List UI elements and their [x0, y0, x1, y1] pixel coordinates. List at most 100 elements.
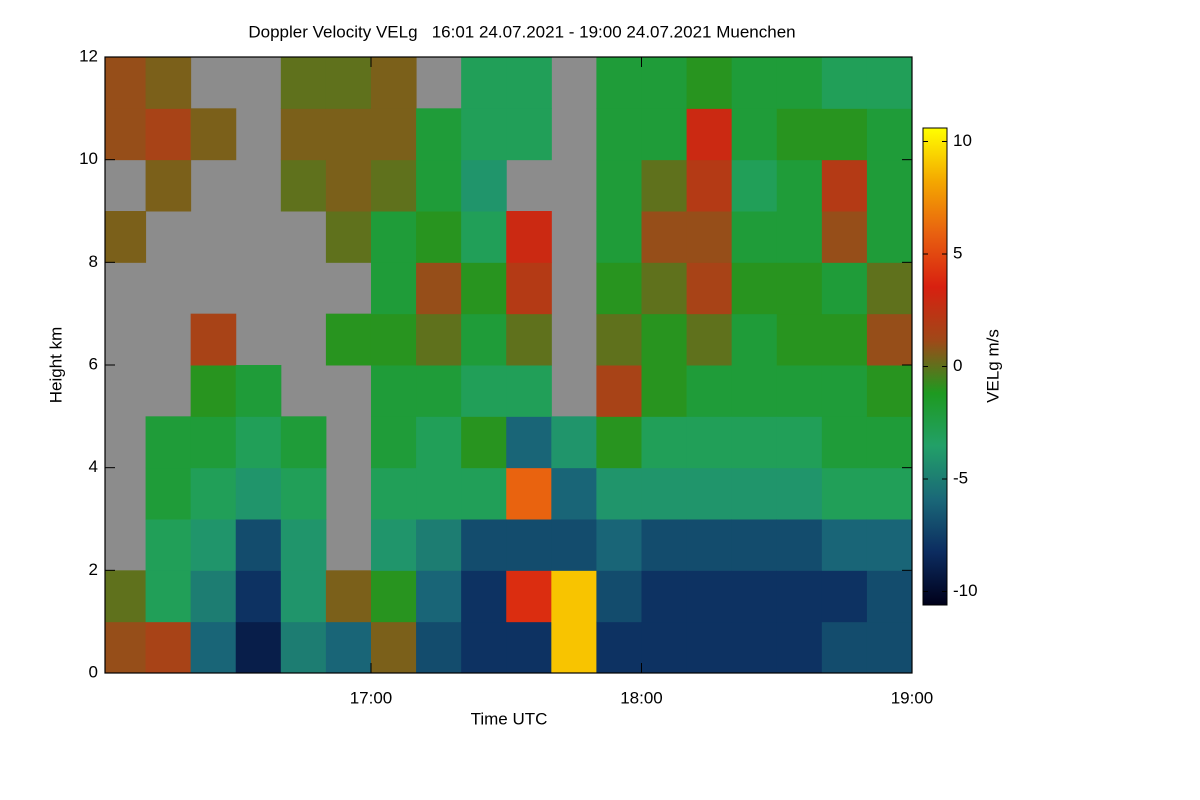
heatmap-cell [686, 57, 733, 109]
heatmap-cell [821, 211, 868, 263]
heatmap-cell [866, 159, 913, 212]
y-tick-label: 4 [89, 457, 98, 476]
heatmap-cell [821, 108, 868, 161]
heatmap-cell [821, 159, 868, 212]
heatmap-cell [370, 211, 417, 263]
heatmap-cell [416, 416, 462, 469]
heatmap-cell [596, 211, 642, 263]
y-tick-label: 8 [89, 252, 98, 271]
heatmap-cell [551, 570, 597, 623]
heatmap-cell [416, 519, 462, 571]
heatmap-cell [686, 108, 733, 161]
heatmap-cell [506, 211, 552, 263]
heatmap-cell [641, 467, 688, 520]
heatmap-cell [866, 416, 913, 469]
heatmap-cell [821, 313, 868, 366]
heatmap-cell [506, 519, 552, 571]
chart-title: Doppler Velocity VELg 16:01 24.07.2021 -… [248, 22, 795, 41]
heatmap-cell [821, 416, 868, 469]
x-axis-label: Time UTC [471, 709, 548, 728]
heatmap-cell [731, 108, 778, 161]
heatmap-cell [370, 365, 417, 417]
heatmap-cell [235, 570, 282, 623]
heatmap-cell [776, 262, 823, 315]
y-tick-label: 0 [89, 662, 98, 681]
heatmap-cell [641, 262, 688, 315]
heatmap-cell [866, 313, 913, 366]
heatmap-cell [461, 467, 507, 520]
heatmap-cell [866, 621, 913, 674]
heatmap-cell [325, 313, 372, 366]
heatmap-cell [821, 570, 868, 623]
heatmap-cell [731, 416, 778, 469]
heatmap-cell [370, 519, 417, 571]
heatmap-cell [821, 519, 868, 571]
heatmap-cell [731, 467, 778, 520]
colorbar-tick-label: -10 [953, 581, 978, 600]
heatmap-cell [506, 467, 552, 520]
heatmap-cell [551, 519, 597, 571]
heatmap-cell [866, 467, 913, 520]
heatmap-cell [731, 262, 778, 315]
heatmap-cell [776, 467, 823, 520]
x-tick-label: 19:00 [891, 688, 934, 707]
heatmap-cell [506, 108, 552, 161]
y-tick-label: 6 [89, 354, 98, 373]
heatmap-cell [461, 57, 507, 109]
heatmap-cell [190, 519, 237, 571]
heatmap-cell [866, 211, 913, 263]
heatmap-cell [190, 313, 237, 366]
heatmap-cell [641, 57, 688, 109]
heatmap-cell [145, 467, 192, 520]
heatmap-cell [821, 365, 868, 417]
heatmap-cell [776, 159, 823, 212]
heatmap-cell [416, 570, 462, 623]
heatmap-cell [461, 519, 507, 571]
heatmap-cell [235, 621, 282, 674]
heatmap-cell [776, 57, 823, 109]
heatmap-cell [686, 467, 733, 520]
heatmap-cell [641, 519, 688, 571]
heatmap-cell [866, 262, 913, 315]
heatmap-cell [686, 621, 733, 674]
heatmap-cell [821, 621, 868, 674]
heatmap-cell [731, 365, 778, 417]
heatmap-cell [370, 57, 417, 109]
heatmap-cell [641, 365, 688, 417]
heatmap-cell [280, 570, 327, 623]
heatmap-cell [866, 570, 913, 623]
heatmap-cell [641, 621, 688, 674]
heatmap-cell [776, 108, 823, 161]
heatmap-cell [821, 467, 868, 520]
heatmap-cell [416, 159, 462, 212]
heatmap-cell [731, 211, 778, 263]
heatmap-cell [506, 416, 552, 469]
heatmap-cell [641, 313, 688, 366]
y-tick-label: 12 [79, 46, 98, 65]
heatmap-cell [731, 621, 778, 674]
heatmap-cell [145, 519, 192, 571]
y-tick-label: 10 [79, 149, 98, 168]
heatmap-cell [370, 108, 417, 161]
heatmap-cell [145, 416, 192, 469]
x-tick-label: 17:00 [350, 688, 393, 707]
heatmap-cell [416, 467, 462, 520]
heatmap-cell [596, 108, 642, 161]
heatmap-cell [866, 108, 913, 161]
heatmap-cell [280, 621, 327, 674]
heatmap-cell [506, 570, 552, 623]
heatmap-cell [370, 262, 417, 315]
heatmap-cell [325, 211, 372, 263]
heatmap-cell [596, 467, 642, 520]
colorbar-tick-label: -5 [953, 468, 968, 487]
y-tick-label: 2 [89, 560, 98, 579]
heatmap-cell [416, 262, 462, 315]
heatmap-cell [596, 365, 642, 417]
heatmap-cell [280, 416, 327, 469]
heatmap-cell [280, 57, 327, 109]
heatmap-cell [686, 519, 733, 571]
heatmap-cell [551, 467, 597, 520]
heatmap-cell [105, 57, 147, 109]
heatmap-cell [325, 108, 372, 161]
